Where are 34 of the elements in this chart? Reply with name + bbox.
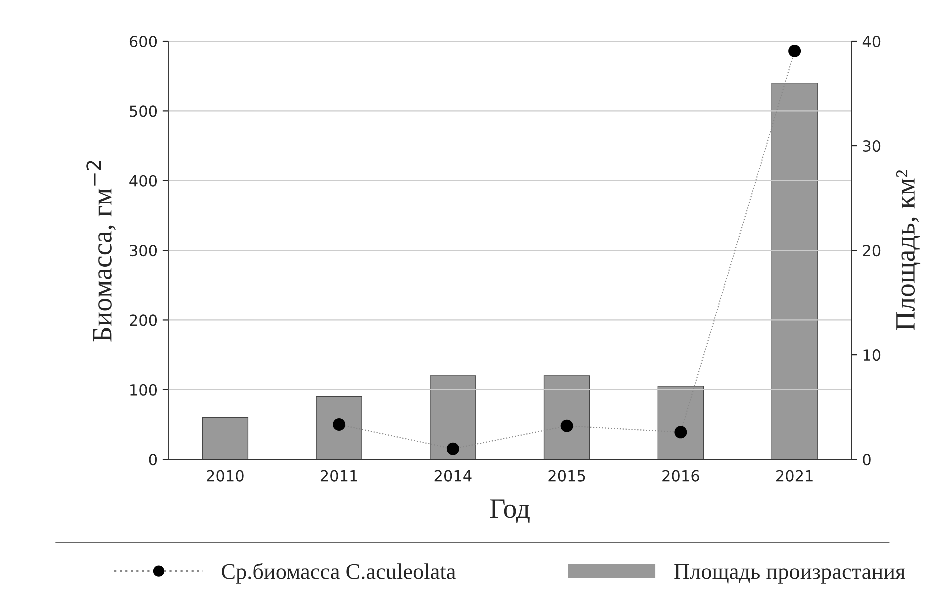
point [560,420,574,432]
y2-tick-label: 40 [862,36,881,48]
y-tick-label: 100 [130,384,158,396]
y2-axis-title: Площадь, км² [896,170,921,331]
y-tick-label: 600 [130,36,158,48]
y-tick-label: 400 [130,175,158,187]
x-tick-label: 2014 [434,470,472,482]
legend-label: Площадь произрастания [674,564,906,584]
y-tick-label: 500 [130,106,158,118]
y-tick-label: 200 [130,314,158,326]
y2-tick-label: 20 [863,245,881,257]
y2-tick-label: 0 [863,454,871,466]
x-tick-label: 2011 [320,470,358,482]
point [446,442,460,456]
y2-tick-label: 10 [864,350,881,362]
bar [544,376,590,460]
bar [316,396,362,460]
x-tick-label: 2016 [662,470,700,482]
bar [202,417,249,460]
point [674,426,688,439]
y-tick-label: 0 [149,454,158,466]
x-tick-label: 2021 [776,470,813,482]
y-axis-title: Биомасса, гм$^{−2}$ [86,161,116,342]
bar [430,376,476,460]
x-tick-label: 2015 [548,470,586,482]
bar [772,82,818,460]
y2-tick-label: 30 [863,140,881,152]
legend-label: Ср.биомасса C.aculeolata [222,563,456,584]
point [788,45,802,58]
x-tick-label: 2010 [207,470,244,482]
x-axis-title: Год [490,500,530,524]
bar [658,386,704,460]
point [333,418,346,431]
y-tick-label: 300 [130,245,158,257]
